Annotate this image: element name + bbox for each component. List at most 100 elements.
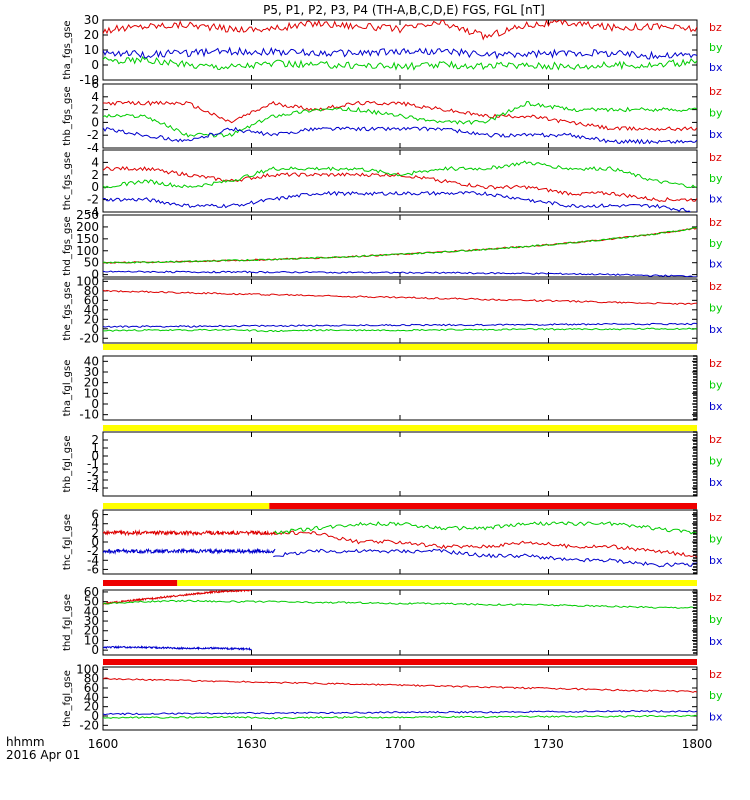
y-axis-label: the_fgl_gse: [62, 670, 73, 727]
y-axis-label: tha_fgl_gse: [62, 360, 73, 417]
y-tick-label: 4: [91, 517, 99, 531]
status-bar-segment: [103, 503, 270, 509]
series-by: [103, 327, 697, 333]
y-tick-label: 100: [76, 244, 99, 258]
y-tick-label: 30: [84, 614, 99, 628]
y-axis-label: the_fgs_gse: [62, 281, 73, 340]
series-bx: [103, 547, 276, 555]
y-tick-label: 20: [84, 312, 99, 326]
y-tick-label: 0: [91, 643, 99, 657]
status-bar-segment: [177, 580, 697, 586]
legend-bx: bx: [709, 400, 723, 413]
y-tick-label: 50: [84, 595, 99, 609]
y-tick-label: 80: [84, 284, 99, 298]
y-tick-label: -20: [79, 331, 99, 345]
y-tick-label: 30: [84, 365, 99, 379]
y-tick-label: -2: [87, 193, 99, 207]
status-bar-segment: [103, 580, 178, 586]
y-tick-label: -2: [87, 544, 99, 558]
legend-bz: bz: [709, 280, 722, 293]
panel-frame: [102, 19, 698, 81]
y-tick-label: -2: [87, 465, 99, 479]
y-tick-label: 60: [84, 585, 99, 599]
series-bz: [103, 165, 697, 202]
y-axis-label: thb_fgl_gse: [62, 436, 73, 493]
y-tick-label: 0: [91, 449, 99, 463]
y-tick-label: 40: [84, 604, 99, 618]
status-bar-segment: [103, 344, 697, 350]
series-bx: [273, 548, 697, 568]
status-bar-segment: [269, 503, 697, 509]
panel-frame: [102, 214, 698, 278]
y-tick-label: 0: [91, 115, 99, 129]
y-tick-label: 0: [91, 397, 99, 411]
y-tick-label: 0: [91, 58, 99, 72]
y-tick-label: 10: [84, 386, 99, 400]
legend-bz: bz: [709, 591, 722, 604]
y-tick-label: -1: [87, 457, 99, 471]
legend-bz: bz: [709, 668, 722, 681]
panel-frame: [102, 83, 698, 149]
panel-frame: [102, 149, 698, 213]
y-tick-label: 20: [84, 28, 99, 42]
y-tick-label: 2: [91, 103, 99, 117]
y-tick-label: 50: [84, 256, 99, 270]
legend-bx: bx: [709, 476, 723, 489]
y-tick-label: 40: [84, 354, 99, 368]
series-bz: [103, 20, 697, 41]
legend-bz: bz: [709, 433, 722, 446]
legend-by: by: [709, 533, 723, 546]
legend-by: by: [709, 689, 723, 702]
y-tick-label: 250: [76, 208, 99, 222]
y-tick-label: 6: [91, 508, 99, 522]
series-bx: [103, 190, 697, 212]
y-tick-label: 0: [91, 322, 99, 336]
series-bx: [103, 46, 697, 60]
legend-by: by: [709, 172, 723, 185]
series-bz: [103, 529, 276, 537]
series-bx: [103, 709, 697, 716]
series-bx: [103, 270, 697, 277]
series-by: [103, 599, 697, 609]
series-bz: [103, 100, 697, 132]
status-bar-segment: [103, 659, 697, 665]
y-tick-label: 10: [84, 633, 99, 647]
series-by: [103, 227, 697, 264]
y-tick-label: 1: [91, 441, 99, 455]
y-axis-label: thd_fgs_gse: [62, 216, 73, 275]
y-tick-label: 100: [76, 274, 99, 288]
series-by: [103, 714, 697, 720]
series-by: [103, 101, 697, 138]
x-tick-label: 1630: [236, 737, 267, 751]
y-tick-label: 30: [84, 13, 99, 27]
y-tick-label: 0: [91, 535, 99, 549]
series-by: [103, 56, 697, 71]
legend-by: by: [709, 107, 723, 120]
legend-bx: bx: [709, 635, 723, 648]
y-tick-label: 40: [84, 303, 99, 317]
y-tick-label: 0: [91, 709, 99, 723]
y-tick-label: -20: [79, 718, 99, 732]
panel-thc_fgs_gse: 420-2-4 thc_fgs_gse bz by bx: [62, 149, 723, 219]
series-bz: [273, 530, 697, 558]
y-tick-label: 20: [84, 376, 99, 390]
series-bx: [103, 126, 697, 145]
plot-title: P5, P1, P2, P3, P4 (TH-A,B,C,D,E) FGS, F…: [263, 3, 545, 17]
panel-thb_fgl_gse: 210-1-2-3-4 thb_fgl_gse bz by bx: [62, 431, 723, 497]
legend-bz: bz: [709, 357, 722, 370]
legend-bx: bx: [709, 128, 723, 141]
legend-bx: bx: [709, 323, 723, 336]
y-axis-label: thb_fgs_gse: [62, 86, 73, 145]
y-axis-label: thc_fgl_gse: [62, 514, 73, 570]
legend-by: by: [709, 379, 723, 392]
legend-by: by: [709, 613, 723, 626]
legend-bz: bz: [709, 151, 722, 164]
y-tick-label: -10: [79, 408, 99, 422]
